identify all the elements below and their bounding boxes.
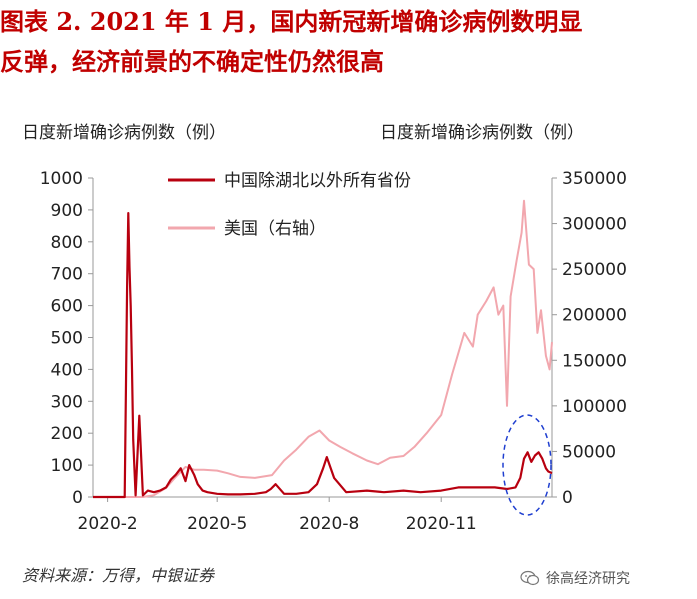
left-tick-label: 0	[72, 488, 83, 508]
right-tick-label: 0	[562, 488, 573, 508]
x-tick-label: 2020-2	[78, 514, 138, 534]
x-tick-label: 2020-8	[299, 514, 359, 534]
line-chart: 0 100 200 300 400 500 600 700 800 900 1000 0 50000 10…	[40, 169, 627, 534]
left-axis-label: 日度新增确诊病例数（例）	[22, 123, 226, 143]
left-tick-label: 100	[51, 456, 83, 476]
right-axis-label: 日度新增确诊病例数（例）	[380, 123, 584, 143]
series-line-usa	[93, 199, 553, 498]
left-tick-label: 1000	[40, 169, 83, 189]
watermark-text: 徐高经济研究	[546, 571, 630, 587]
right-tick-label: 200000	[562, 306, 627, 326]
right-tick-label: 300000	[562, 215, 627, 235]
title-line-2: 反弹，经济前景的不确定性仍然很高	[0, 47, 384, 76]
x-tick-label: 2020-5	[187, 514, 247, 534]
left-tick-label: 500	[51, 329, 83, 349]
title-line-1: 图表 2. 2021 年 1 月，国内新冠新增确诊病例数明显	[0, 7, 583, 36]
right-tick-label: 350000	[562, 169, 627, 189]
left-tick-label: 800	[51, 233, 83, 253]
right-tick-label: 250000	[562, 260, 627, 280]
left-tick-label: 200	[51, 424, 83, 444]
right-tick-label: 50000	[562, 442, 616, 462]
right-tick-label: 100000	[562, 397, 627, 417]
left-tick-label: 700	[51, 265, 83, 285]
watermark: 徐高经济研究	[520, 568, 630, 588]
x-tick-label: 2020-11	[406, 514, 477, 534]
legend-item-china-label: 中国除湖北以外所有省份	[224, 171, 411, 191]
left-tick-label: 900	[51, 201, 83, 221]
series-line-china	[93, 212, 553, 499]
source-note: 资料来源：万得，中银证券	[22, 566, 215, 585]
chart-title: 图表 2. 2021 年 1 月，国内新冠新增确诊病例数明显 反弹，经济前景的不…	[0, 2, 690, 82]
left-tick-label: 600	[51, 297, 83, 317]
legend-item-usa-label: 美国（右轴）	[224, 219, 326, 239]
left-tick-label: 300	[51, 392, 83, 412]
highlight-ellipse	[502, 414, 552, 516]
wechat-icon	[520, 570, 540, 586]
left-tick-label: 400	[51, 360, 83, 380]
right-tick-label: 150000	[562, 351, 627, 371]
